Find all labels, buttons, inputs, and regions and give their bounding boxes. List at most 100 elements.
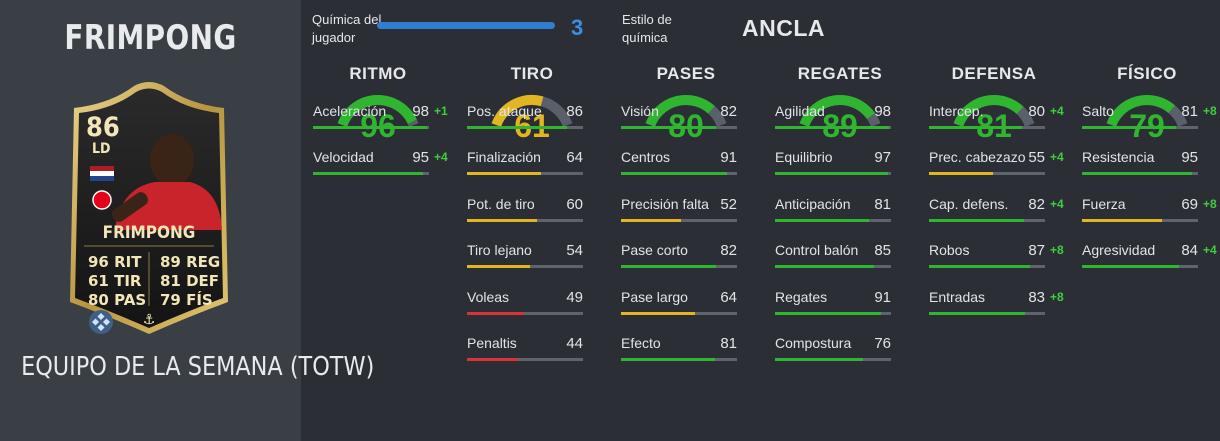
category-title: REGATES [797, 64, 883, 83]
stat-bar-fill [1082, 126, 1176, 129]
stat-bar-fill [467, 265, 530, 268]
stat-row[interactable]: Agilidad 98 [775, 103, 920, 133]
stat-bar-track [467, 126, 583, 129]
chemistry-style-icon [89, 310, 113, 334]
stat-bonus: +8 [1203, 197, 1217, 211]
stat-bar-fill [929, 265, 1030, 268]
stat-value: 69 [1181, 196, 1198, 213]
stat-bar-fill [621, 126, 717, 129]
stat-bar-track [775, 265, 891, 268]
stat-row[interactable]: Centros 91 [621, 149, 766, 179]
card-stat: 79 FÍS [160, 291, 213, 309]
stat-bar-track [313, 172, 429, 175]
stat-bar-fill [1082, 265, 1180, 268]
stat-row[interactable]: Pase largo 64 [621, 289, 766, 319]
chemistry-style-value[interactable]: ANCLA [742, 15, 825, 41]
card-stat: 61 TIR [88, 272, 142, 290]
gauge-fill [953, 95, 1024, 127]
stat-value: 60 [566, 196, 583, 213]
stat-value: 54 [566, 242, 583, 259]
stat-label: Agresividad [1082, 242, 1156, 258]
stat-label: Agilidad [775, 103, 825, 119]
stat-bar-fill [775, 358, 864, 361]
stat-label: Pase largo [621, 289, 688, 305]
stat-row[interactable]: Agresividad 84 +4 [1082, 242, 1220, 272]
stat-row[interactable]: Cap. defens. 82 +4 [929, 196, 1074, 226]
stat-value: 87 [1028, 242, 1045, 259]
stat-value: 86 [566, 103, 583, 120]
stat-bar-fill [1082, 172, 1193, 175]
category-title: DEFENSA [951, 64, 1037, 83]
stat-bar-track [775, 172, 891, 175]
stat-label: Velocidad [313, 149, 374, 165]
category-title: FÍSICO [1117, 64, 1177, 83]
stat-row[interactable]: Pase corto 82 [621, 242, 766, 272]
stat-bar-track [621, 219, 737, 222]
stat-row[interactable]: Visión 82 [621, 103, 766, 133]
card-stat: 80 PAS [88, 291, 147, 309]
stat-row[interactable]: Regates 91 [775, 289, 920, 319]
stat-value: 95 [412, 149, 429, 166]
stat-row[interactable]: Aceleración 98 +1 [313, 103, 458, 133]
stat-row[interactable]: Prec. cabezazo 55 +4 [929, 149, 1074, 179]
stat-value: 91 [874, 289, 891, 306]
stat-row[interactable]: Robos 87 +8 [929, 242, 1074, 272]
stat-bar-fill [775, 126, 889, 129]
stat-value: 82 [1028, 196, 1045, 213]
category-gauge [953, 95, 1035, 127]
stat-bar-track [467, 219, 583, 222]
stat-row[interactable]: Resistencia 95 [1082, 149, 1220, 179]
stat-label: Pase corto [621, 242, 688, 258]
card-position: LD [92, 141, 111, 157]
stat-value: 85 [874, 242, 891, 259]
stat-bar-fill [467, 219, 537, 222]
stat-value: 98 [412, 103, 429, 120]
stat-label: Control balón [775, 242, 859, 258]
stat-bar-track [775, 312, 891, 315]
category-title: TIRO [510, 64, 554, 83]
stat-row[interactable]: Fuerza 69 +8 [1082, 196, 1220, 226]
stat-row[interactable]: Pos. ataque 86 [467, 103, 612, 133]
stat-row[interactable]: Velocidad 95 +4 [313, 149, 458, 179]
stat-row[interactable]: Entradas 83 +8 [929, 289, 1074, 319]
stat-bar-track [621, 358, 737, 361]
stat-bar-track [929, 219, 1045, 222]
stat-bar-fill [775, 265, 874, 268]
stat-label: Centros [621, 149, 671, 165]
stat-label: Finalización [467, 149, 541, 165]
stat-value: 64 [566, 149, 583, 166]
card-stat: 96 RIT [88, 253, 142, 271]
stat-row[interactable]: Equilibrio 97 [775, 149, 920, 179]
stat-value: 98 [874, 103, 891, 120]
stat-label: Salto [1082, 103, 1114, 119]
stat-row[interactable]: Voleas 49 [467, 289, 612, 319]
stat-bar-fill [775, 172, 888, 175]
stat-value: 91 [720, 149, 737, 166]
stat-row[interactable]: Compostura 76 [775, 335, 920, 365]
stat-row[interactable]: Precisión falta 52 [621, 196, 766, 226]
stat-value: 52 [720, 196, 737, 213]
stat-bar-track [621, 312, 737, 315]
stat-row[interactable]: Intercep. 80 +4 [929, 103, 1074, 133]
stat-row[interactable]: Penaltis 44 [467, 335, 612, 365]
stat-row[interactable]: Control balón 85 [775, 242, 920, 272]
stat-row[interactable]: Finalización 64 [467, 149, 612, 179]
stat-row[interactable]: Tiro lejano 54 [467, 242, 612, 272]
gauge-fill [645, 95, 715, 127]
card-stat: 89 REG [160, 253, 221, 271]
stat-bar-track [621, 265, 737, 268]
stat-row[interactable]: Anticipación 81 [775, 196, 920, 226]
stat-bonus: +8 [1203, 104, 1217, 118]
stat-label: Intercep. [929, 103, 984, 119]
stat-row[interactable]: Efecto 81 [621, 335, 766, 365]
gauge-fill [1106, 95, 1175, 127]
stat-bar-fill [1082, 219, 1163, 222]
stat-label: Penaltis [467, 335, 517, 351]
stat-row[interactable]: Pot. de tiro 60 [467, 196, 612, 226]
player-card[interactable]: ⚓ 86 LD FRIMPONG 96 RIT 61 TIR 80 PAS 89… [60, 80, 238, 338]
stat-row[interactable]: Salto 81 +8 [1082, 103, 1220, 133]
card-frame: ⚓ [70, 82, 228, 334]
stat-bar-track [1082, 265, 1198, 268]
stat-label: Anticipación [775, 196, 851, 212]
stat-bonus: +1 [434, 104, 448, 118]
